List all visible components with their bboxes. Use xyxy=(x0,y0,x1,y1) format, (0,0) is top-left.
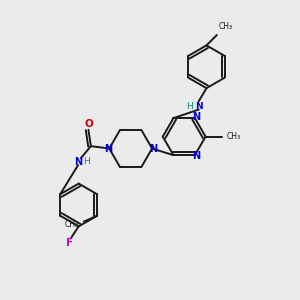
Text: N: N xyxy=(149,143,158,154)
Text: N: N xyxy=(195,102,202,111)
Text: H: H xyxy=(83,157,89,166)
Text: N: N xyxy=(192,112,200,122)
Text: H: H xyxy=(187,102,193,111)
Text: CH₃: CH₃ xyxy=(64,220,79,229)
Text: N: N xyxy=(192,151,200,161)
Text: N: N xyxy=(104,143,112,154)
Text: N: N xyxy=(74,157,82,166)
Text: O: O xyxy=(84,119,93,129)
Text: CH₃: CH₃ xyxy=(227,132,241,141)
Text: CH₃: CH₃ xyxy=(219,22,233,31)
Text: F: F xyxy=(66,238,73,248)
